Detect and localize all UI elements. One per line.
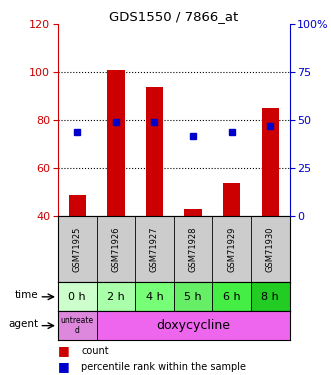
Text: 2 h: 2 h	[107, 292, 125, 302]
Bar	[97, 282, 135, 311]
Bar	[58, 282, 97, 311]
Title: GDS1550 / 7866_at: GDS1550 / 7866_at	[109, 10, 238, 23]
Text: 5 h: 5 h	[184, 292, 202, 302]
Text: GSM71930: GSM71930	[266, 226, 275, 272]
Text: 6 h: 6 h	[223, 292, 241, 302]
Bar	[107, 70, 124, 216]
Bar	[261, 108, 279, 216]
Text: count: count	[81, 346, 109, 356]
Bar	[184, 209, 202, 216]
Bar	[223, 183, 240, 216]
Bar	[135, 282, 174, 311]
Bar	[146, 87, 163, 216]
Bar	[97, 311, 290, 340]
Text: 8 h: 8 h	[261, 292, 279, 302]
Text: agent: agent	[9, 319, 39, 329]
Text: 0 h: 0 h	[69, 292, 86, 302]
Text: percentile rank within the sample: percentile rank within the sample	[81, 362, 246, 372]
Text: time: time	[15, 290, 39, 300]
Bar	[174, 282, 213, 311]
Text: ■: ■	[58, 345, 70, 357]
Text: doxycycline: doxycycline	[156, 319, 230, 332]
Bar	[69, 195, 86, 216]
Bar	[251, 282, 290, 311]
Text: GSM71927: GSM71927	[150, 226, 159, 272]
Text: GSM71928: GSM71928	[189, 226, 198, 272]
Text: 4 h: 4 h	[146, 292, 163, 302]
Bar	[58, 311, 97, 340]
Text: GSM71929: GSM71929	[227, 227, 236, 272]
Text: GSM71925: GSM71925	[73, 227, 82, 272]
Text: ■: ■	[58, 360, 70, 373]
Text: untreate
d: untreate d	[61, 316, 94, 335]
Bar	[213, 282, 251, 311]
Text: GSM71926: GSM71926	[111, 226, 120, 272]
